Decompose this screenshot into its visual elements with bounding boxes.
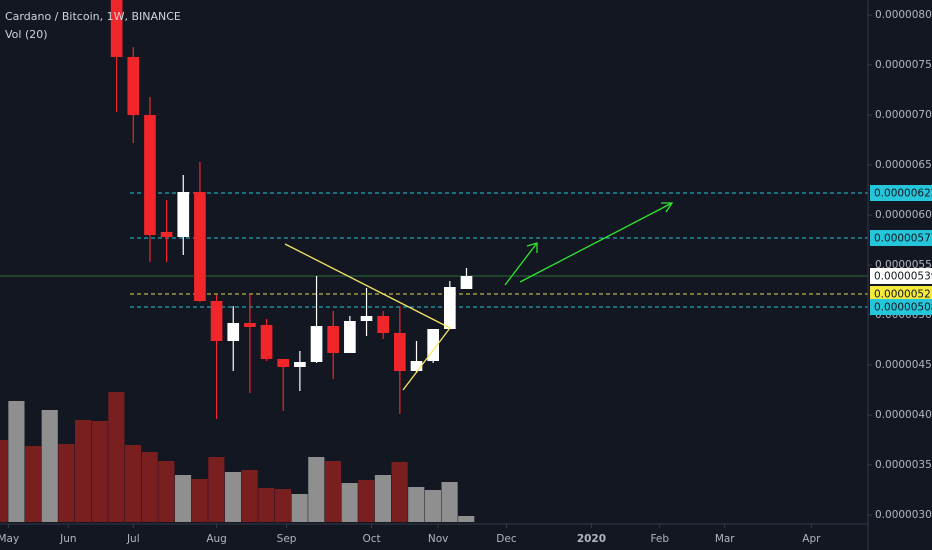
- volume-bar: [424, 490, 441, 522]
- x-tick-label: Aug: [206, 533, 227, 545]
- indicator-label: Vol (20): [5, 28, 48, 41]
- volume-bar: [8, 401, 25, 522]
- volume-bar: [108, 392, 125, 522]
- candle-body: [410, 361, 423, 371]
- candle-body: [127, 57, 140, 115]
- volume-bar: [158, 461, 175, 522]
- volume-bar: [308, 457, 325, 522]
- volume-bar: [374, 475, 392, 522]
- price-label: 0.00000521: [874, 289, 932, 301]
- price-label: 0.00000539: [874, 271, 932, 283]
- x-tick-label: Jul: [126, 533, 140, 545]
- volume-bar: [458, 516, 475, 522]
- trend-line: [402, 327, 451, 391]
- candle-body: [360, 316, 373, 321]
- chart-title: Cardano / Bitcoin, 1W, BINANCE: [5, 10, 181, 23]
- candle-body: [260, 325, 273, 359]
- trend-line: [284, 243, 451, 329]
- volume-bar: [441, 482, 458, 522]
- x-tick-label: Feb: [650, 533, 669, 545]
- price-label: 0.00000577: [874, 233, 932, 245]
- candle-body: [244, 323, 256, 327]
- volume-bar: [358, 480, 375, 522]
- candle-body: [144, 115, 156, 235]
- volume-bar: [324, 461, 342, 522]
- candle-body: [460, 276, 473, 289]
- candle-body: [344, 321, 356, 353]
- arrow-head: [526, 242, 538, 253]
- x-tick-label: Dec: [496, 533, 517, 545]
- volume-bar: [408, 487, 425, 522]
- price-label-box: [870, 286, 932, 302]
- volume-bar: [74, 420, 92, 522]
- volume-bar: [274, 489, 292, 522]
- price-label-box: [870, 230, 932, 246]
- volume-bar: [141, 452, 158, 522]
- candle-body: [394, 333, 406, 371]
- price-label-box: [870, 185, 932, 201]
- x-tick-label: Apr: [802, 533, 821, 545]
- volume-bar: [174, 475, 192, 522]
- x-tick-label: Nov: [428, 533, 449, 545]
- candle-body: [210, 301, 223, 341]
- x-tick-label: Sep: [277, 533, 297, 545]
- candle-body: [194, 192, 206, 301]
- volume-bar: [341, 483, 358, 522]
- candle-body: [227, 323, 240, 341]
- x-tick-label: Oct: [362, 533, 380, 545]
- candle-body: [427, 329, 439, 361]
- volume-bar: [124, 445, 142, 522]
- candle-body: [160, 232, 173, 237]
- volume-bar: [224, 472, 242, 522]
- x-tick-label: Mar: [715, 533, 735, 545]
- volume-bar: [91, 421, 108, 522]
- volume-bar: [0, 440, 8, 522]
- volume-bar: [191, 479, 208, 522]
- price-lines: [0, 192, 868, 308]
- candle-body: [294, 362, 306, 367]
- candle-body: [443, 287, 456, 329]
- volume-bar: [208, 457, 225, 522]
- price-label: 0.00000622: [874, 188, 932, 200]
- volume-bar: [391, 462, 408, 522]
- candle-body: [177, 192, 190, 237]
- volume-bar: [241, 470, 258, 522]
- candle-body: [310, 326, 323, 362]
- candle-body: [327, 326, 340, 353]
- x-tick-label: 2020: [577, 533, 606, 545]
- candles: [110, 0, 473, 419]
- drawings: [284, 202, 674, 391]
- volume-bar: [58, 444, 75, 522]
- price-label-box: [870, 268, 932, 284]
- volume-bar: [41, 410, 58, 522]
- price-label: 0.00000508: [874, 302, 932, 314]
- volume-bar: [258, 488, 275, 522]
- volume-bar: [24, 446, 42, 522]
- arrow-head: [661, 202, 674, 213]
- arrow: [519, 202, 673, 283]
- candle-body: [277, 359, 290, 367]
- price-label-box: [870, 299, 932, 315]
- volume-pane: [0, 392, 475, 522]
- candle-body: [110, 0, 123, 57]
- arrow: [504, 242, 538, 286]
- x-tick-label: Jun: [59, 533, 76, 545]
- candle-body: [377, 316, 390, 333]
- x-tick-label: May: [0, 533, 19, 545]
- volume-bar: [291, 494, 308, 522]
